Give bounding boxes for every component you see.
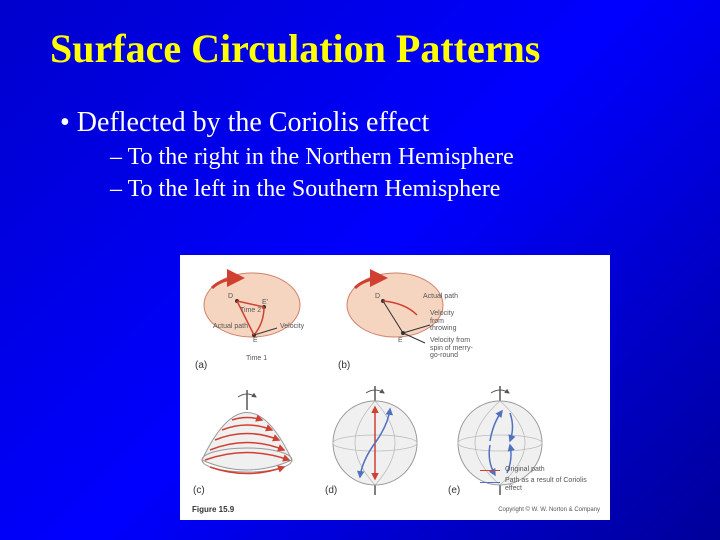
- panel-label-e: (e): [448, 485, 460, 496]
- label-D-b: D: [375, 293, 380, 301]
- globe-d-svg: [320, 383, 430, 498]
- panel-label-c: (c): [193, 485, 205, 496]
- panel-label-b: (b): [338, 360, 350, 371]
- slide-title: Surface Circulation Patterns: [0, 0, 720, 72]
- label-E-b: E: [398, 337, 403, 345]
- label-E2-a: E': [262, 299, 268, 307]
- label-vspin-b: Velocity from spin of merry-go-round: [430, 337, 480, 360]
- label-actual-b: Actual path: [423, 293, 458, 301]
- legend-text-result: Path as a result of Coriolis effect: [505, 477, 595, 492]
- globe-c-svg: [190, 385, 305, 495]
- label-velocity-a: Velocity: [280, 323, 304, 331]
- label-vthrow-b: Velocity from throwing: [430, 310, 470, 333]
- coriolis-figure: D E' Time 2 E Velocity Actual path Time …: [180, 255, 610, 520]
- figure-caption: Figure 15.9: [192, 505, 234, 514]
- legend-line-result: [480, 482, 500, 483]
- panel-label-d: (d): [325, 485, 337, 496]
- legend-text-original: Original path: [505, 466, 545, 474]
- bullet-main: • Deflected by the Coriolis effect: [0, 72, 720, 139]
- label-time1-a: Time 1: [246, 355, 267, 363]
- bullet-sub-2: – To the left in the Southern Hemisphere: [0, 171, 720, 203]
- label-time2-a: Time 2: [240, 307, 261, 315]
- bullet-sub-1: – To the right in the Northern Hemispher…: [0, 139, 720, 171]
- label-E-a: E: [253, 337, 258, 345]
- panel-label-a: (a): [195, 360, 207, 371]
- figure-copyright: Copyright © W. W. Norton & Company: [498, 507, 600, 514]
- legend-line-original: [480, 470, 500, 471]
- label-D-a: D: [228, 293, 233, 301]
- label-actual-a: Actual path: [213, 323, 248, 331]
